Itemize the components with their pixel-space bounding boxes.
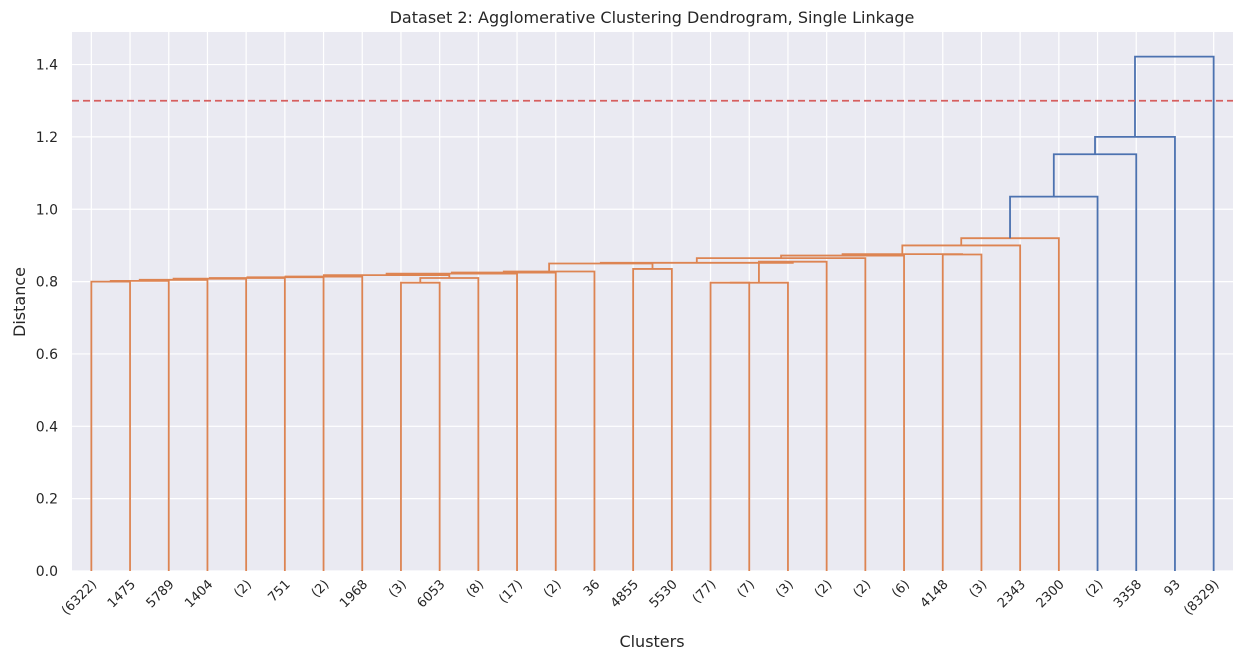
leaf-label: (6322) [59,577,100,618]
plot-background [72,32,1233,571]
dendrogram-link [1009,195,1099,571]
leaf-label: 3358 [1111,577,1145,611]
leaf-label: 6053 [414,577,448,611]
leaf-label: 2300 [1034,577,1068,611]
dendrogram-link [960,237,1060,571]
dendrogram-link [1134,55,1215,571]
leaf-label: (8) [464,577,488,601]
leaf-label: 1404 [182,577,216,611]
leaf-label: (2) [231,577,255,601]
leaf-label: (17) [496,577,525,606]
y-tick-labels: 0.0 0.2 0.4 0.6 0.8 1.0 1.2 1.4 [36,58,58,580]
y-tick-label: 0.4 [36,419,58,435]
leaf-label: 2343 [995,577,1029,611]
leaf-label: 1968 [337,577,371,611]
dendrogram-link [758,260,828,571]
y-tick-label: 0.0 [36,564,58,580]
dendrogram-link [109,279,170,571]
y-axis-label: Distance [10,267,29,337]
leaf-label: 5789 [144,577,178,611]
dendrogram-link [632,268,673,571]
dendrogram-link [322,274,451,278]
dendrogram-link [284,275,364,571]
dendrogram-link [1052,153,1138,571]
dendrogram-links [90,55,1215,571]
y-tick-label: 0.8 [36,275,58,291]
dendrogram-link [901,244,1022,571]
leaf-label: (6) [889,577,913,601]
y-tick-label: 1.0 [36,202,58,218]
leaf-label: (3) [773,577,797,601]
leaf-label: (77) [690,577,719,606]
dendrogram-link [548,262,654,272]
leaf-label: 1475 [105,577,139,611]
leaf-label: 93 [1161,577,1183,599]
leaf-label: (7) [734,577,758,601]
leaf-label: (2) [851,577,875,601]
leaf-label: (2) [541,577,565,601]
leaf-label: (3) [386,577,410,601]
leaf-label: 4148 [918,577,952,611]
y-tick-label: 0.6 [36,347,58,363]
leaf-label: (2) [812,577,836,601]
x-tick-labels: (6322) 1475 5789 1404 (2) 751 (2) 1968 (3) 6053 (8… [59,577,1222,618]
dendrogram-link [419,277,480,571]
dendrogram-link [729,281,789,571]
y-tick-label: 1.4 [36,58,58,74]
dendrogram-link [695,257,867,571]
leaf-label: (8329) [1181,577,1222,618]
leaf-label: 5530 [647,577,681,611]
y-tick-label: 1.2 [36,130,58,146]
dendrogram-link [385,272,518,571]
leaf-label: 36 [581,577,603,599]
leaf-label: (2) [309,577,333,601]
leaf-label: 4855 [608,577,642,611]
x-axis-label: Clusters [619,632,684,651]
y-tick-label: 0.2 [36,492,58,508]
leaf-label: (2) [1083,577,1107,601]
leaf-label: 751 [266,577,294,605]
leaf-label: (3) [967,577,991,601]
chart-title: Dataset 2: Agglomerative Clustering Dend… [390,8,915,27]
